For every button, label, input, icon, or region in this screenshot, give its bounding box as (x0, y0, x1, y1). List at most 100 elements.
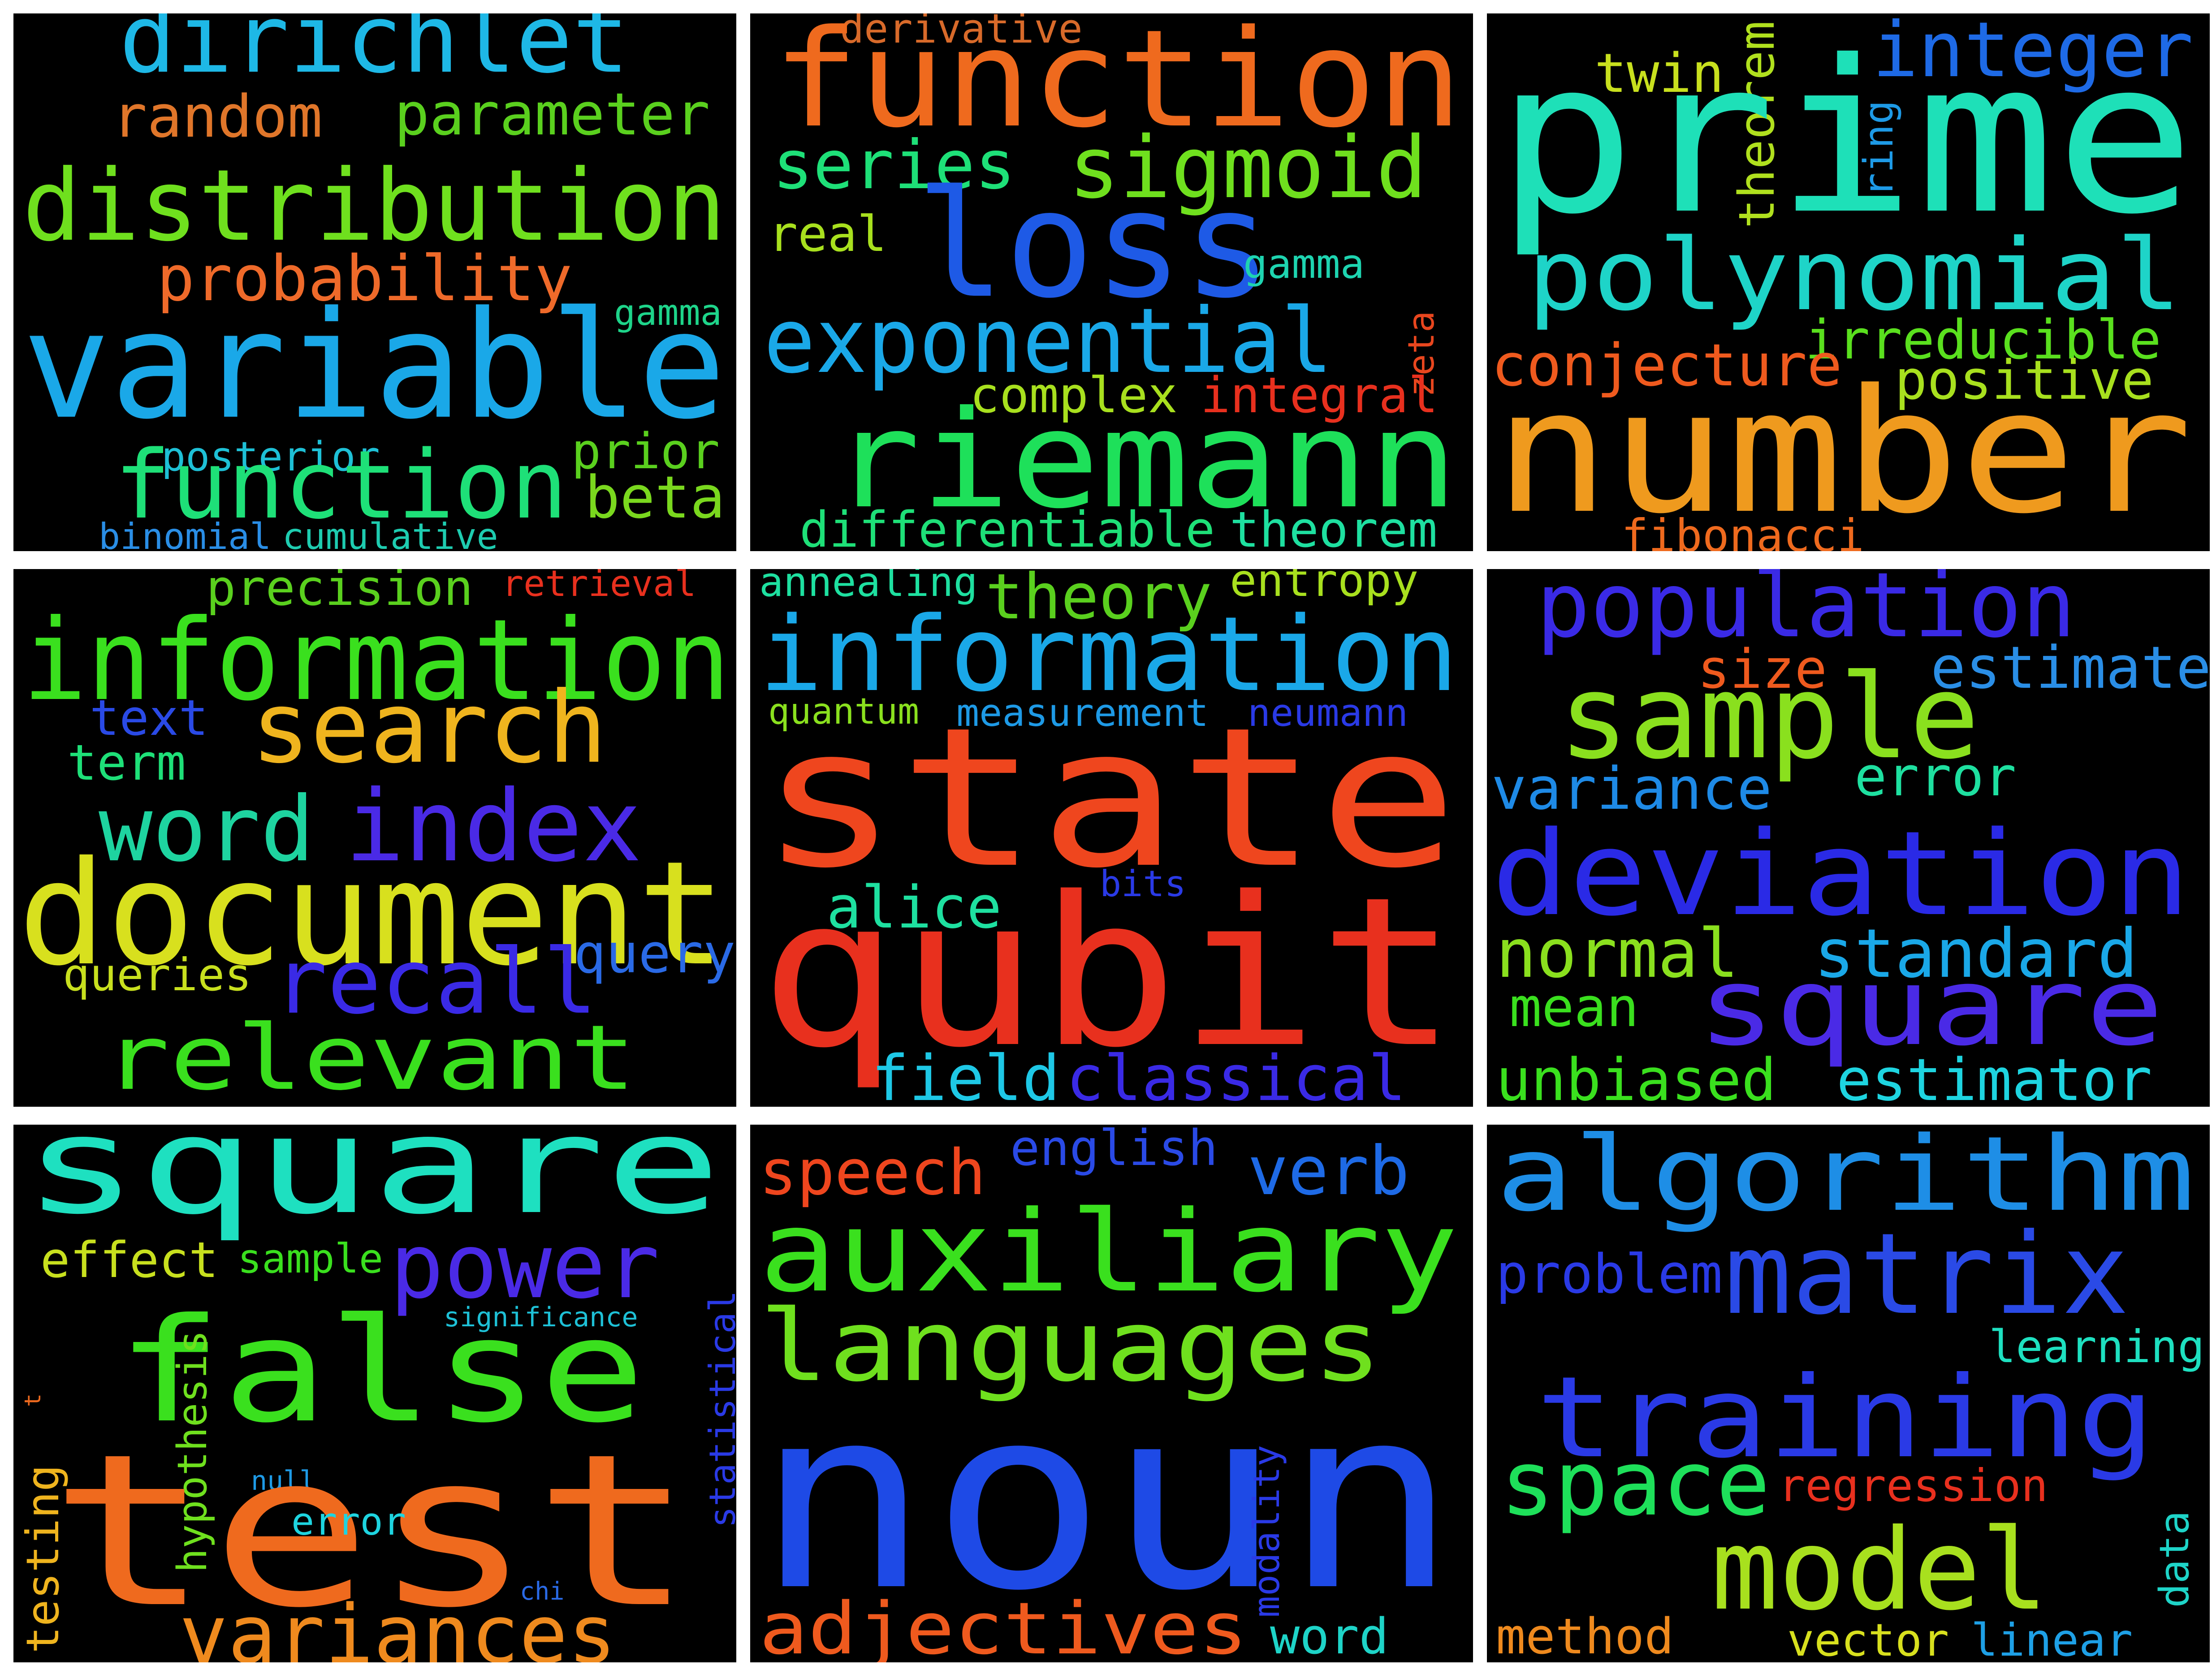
wordcloud-panel-9: algorithm problem matrix learning traini… (1487, 1125, 2210, 1662)
word-retrieval: retrieval (502, 569, 696, 604)
word-prior: prior (571, 423, 720, 480)
word-t: t (20, 1394, 46, 1407)
wordcloud-panel-8: speech english verb auxiliary languages … (750, 1125, 1473, 1662)
word-variable: variable (22, 280, 726, 452)
word-positive: positive (1895, 349, 2154, 412)
word-languages: languages (759, 1289, 1382, 1403)
word-estimate: estimate (1931, 634, 2210, 702)
word-recall: recall (273, 930, 597, 1034)
wordcloud-canvas: algorithm problem matrix learning traini… (1496, 1125, 2205, 1662)
word-space: space (1500, 1432, 1770, 1536)
word-hypothesis: hypothesis (169, 1330, 216, 1573)
wordcloud-panel-7: square effect sample power significance … (13, 1125, 736, 1662)
word-conjecture: conjecture (1491, 331, 1842, 399)
word-sample: sample (238, 1235, 383, 1282)
word-term: term (67, 734, 186, 791)
word-alice: alice (826, 873, 1002, 941)
word-distribution: distribution (22, 148, 726, 263)
word-complex: complex (970, 367, 1178, 424)
word-qubit: qubit (759, 853, 1458, 1093)
word-riemann: riemann (831, 382, 1458, 538)
word-word: word (1270, 1608, 1389, 1662)
word-regression: regression (1778, 1459, 2048, 1512)
word-linear: linear (1971, 1614, 2133, 1662)
word-theorem: theorem (1230, 501, 1438, 551)
word-twin: twin (1594, 43, 1724, 105)
word-error: error (1854, 746, 2016, 808)
word-english: english (1010, 1125, 1218, 1177)
word-gamma: gamma (614, 292, 722, 333)
word-word: word (99, 777, 315, 882)
word-bits: bits (1100, 863, 1186, 905)
word-null: null (251, 1465, 316, 1497)
word-index: index (345, 769, 642, 884)
wordcloud-canvas: speech english verb auxiliary languages … (755, 1125, 1458, 1662)
word-variance: variance (1491, 755, 1772, 823)
wordcloud-canvas: twin theorem integer prime ring polynomi… (1491, 13, 2195, 551)
wordcloud-panel-6: population size estimate sample variance… (1487, 569, 2210, 1107)
word-matrix: matrix (1724, 1209, 2129, 1339)
wordcloud-panel-4: precision retrieval information text sea… (13, 569, 736, 1107)
word-exponential: exponential (764, 289, 1333, 393)
word-standard: standard (1814, 915, 2138, 993)
word-classical: classical (1066, 1042, 1406, 1107)
word-verb: verb (1248, 1132, 1409, 1210)
word-problem: problem (1496, 1243, 1723, 1306)
word-statistical: statistical (702, 1290, 736, 1528)
word-number: number (1494, 353, 2193, 551)
word-population: population (1536, 569, 2076, 658)
word-entropy: entropy (1230, 569, 1418, 607)
word-dirichlet: dirichlet (119, 13, 629, 94)
word-posterior: posterior (161, 433, 380, 480)
word-sample: sample (1559, 650, 1979, 785)
word-integer: integer (1872, 13, 2193, 95)
word-relevant: relevant (103, 1006, 636, 1107)
word-adjectives: adjectives (759, 1587, 1248, 1662)
word-field: field (871, 1042, 1060, 1107)
word-chi: chi (520, 1577, 564, 1605)
word-vector: vector (1787, 1614, 1949, 1662)
word-information: information (22, 595, 730, 725)
word-data: data (2151, 1511, 2198, 1608)
word-series: series (773, 126, 1015, 204)
word-theory: theory (985, 569, 1212, 634)
word-testing: testing (17, 1465, 69, 1653)
word-integral: integral (1201, 367, 1438, 424)
word-quantum: quantum (768, 690, 919, 732)
word-polynomial: polynomial (1527, 218, 2182, 332)
word-estimator: estimator (1836, 1046, 2152, 1107)
word-unbiased: unbiased (1496, 1046, 1776, 1107)
wordcloud-canvas: annealing theory entropy information qua… (759, 569, 1458, 1107)
word-search: search (251, 670, 607, 785)
word-beta: beta (585, 463, 725, 531)
word-text: text (90, 689, 208, 746)
word-derivative: derivative (840, 13, 1083, 52)
word-state: state (759, 686, 1458, 910)
word-gamma: gamma (1243, 241, 1365, 288)
word-significance: significance (444, 1302, 638, 1333)
word-training: training (1536, 1352, 2155, 1483)
word-false: false (117, 1288, 645, 1454)
wordcloud-canvas: derivative function series sigmoid real … (764, 13, 1463, 551)
word-prime: prime (1496, 15, 2195, 260)
word-variances: variances (179, 1588, 616, 1662)
word-modality: modality (1246, 1445, 1287, 1618)
word-document: document (18, 831, 726, 997)
word-error: error (291, 1500, 406, 1544)
word-square: square (1698, 944, 2164, 1070)
word-theorem: theorem (1728, 21, 1785, 229)
word-real: real (768, 205, 887, 263)
word-random: random (112, 82, 323, 151)
word-speech: speech (759, 1136, 986, 1209)
word-fibonacci: fibonacci (1621, 509, 1864, 551)
word-noun: noun (755, 1354, 1458, 1646)
word-method: method (1496, 1608, 1674, 1662)
wordcloud-panel-3: twin theorem integer prime ring polynomi… (1487, 13, 2210, 551)
wordcloud-canvas: precision retrieval information text sea… (18, 569, 735, 1107)
wordcloud-panel-5: annealing theory entropy information qua… (750, 569, 1473, 1107)
word-normal: normal (1496, 915, 1739, 993)
wordcloud-canvas: population size estimate sample variance… (1491, 569, 2210, 1107)
word-measurement: measurement (956, 691, 1209, 735)
word-sigmoid: sigmoid (1068, 118, 1427, 217)
word-loss: loss (916, 159, 1272, 331)
